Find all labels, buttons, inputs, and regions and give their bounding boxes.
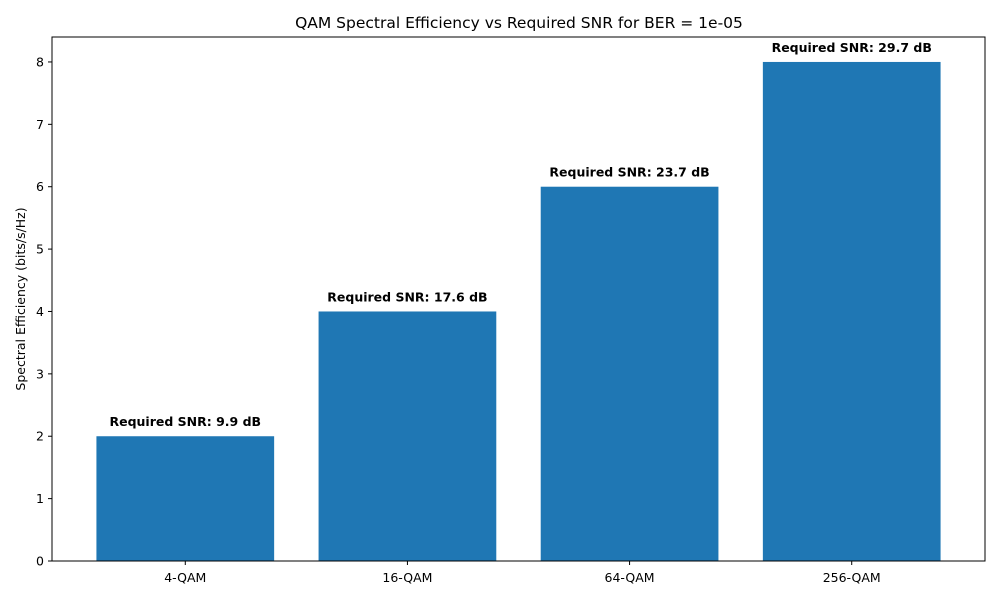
x-axis: 4-QAM 16-QAM 64-QAM 256-QAM <box>164 561 881 585</box>
y-tick-label-1: 1 <box>36 491 44 506</box>
bar-64-qam <box>540 186 719 561</box>
data-label-16-qam: Required SNR: 17.6 dB <box>327 289 487 304</box>
y-tick-label-4: 4 <box>36 304 44 319</box>
y-tick-label-7: 7 <box>36 117 44 132</box>
y-tick-label-3: 3 <box>36 366 44 381</box>
plot-frame <box>51 36 986 562</box>
y-axis: 0 1 2 3 4 5 6 7 8 <box>36 54 52 569</box>
y-tick-label-6: 6 <box>36 179 44 194</box>
y-tick-label-8: 8 <box>36 54 44 69</box>
data-labels-layer: Required SNR: 9.9 dB Required SNR: 17.6 d… <box>109 40 931 429</box>
x-tick-label-4-qam: 4-QAM <box>164 570 206 585</box>
data-label-64-qam: Required SNR: 23.7 dB <box>549 165 709 180</box>
bar-16-qam <box>318 311 497 561</box>
y-tick-label-5: 5 <box>36 242 44 257</box>
y-tick-label-0: 0 <box>36 554 44 569</box>
bar-256-qam <box>762 61 941 561</box>
data-label-256-qam: Required SNR: 29.7 dB <box>772 40 932 55</box>
x-tick-label-256-qam: 256-QAM <box>823 570 881 585</box>
x-tick-label-16-qam: 16-QAM <box>382 570 432 585</box>
data-label-4-qam: Required SNR: 9.9 dB <box>109 414 261 429</box>
bars-layer <box>96 61 941 561</box>
x-tick-label-64-qam: 64-QAM <box>605 570 655 585</box>
y-tick-label-2: 2 <box>36 429 44 444</box>
chart-title: QAM Spectral Efficiency vs Required SNR … <box>295 14 743 32</box>
y-axis-label: Spectral Efficiency (bits/s/Hz) <box>13 207 28 390</box>
bar-4-qam <box>96 436 275 561</box>
